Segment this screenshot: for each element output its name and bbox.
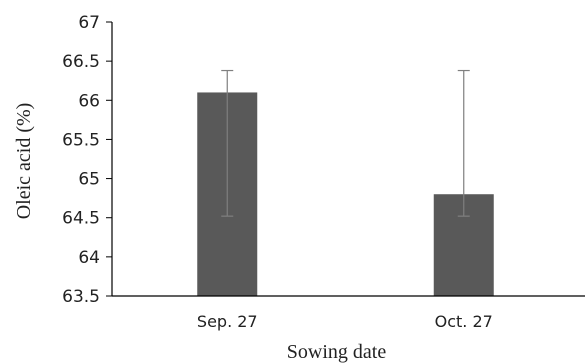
y-axis-title: Oleic acid (%) xyxy=(13,103,35,220)
x-category-label: Sep. 27 xyxy=(197,312,258,331)
x-axis-title: Sowing date xyxy=(287,341,387,363)
bars xyxy=(197,92,494,296)
x-axis-labels: Sep. 27 Oct. 27 xyxy=(197,312,493,331)
x-category-label: Oct. 27 xyxy=(435,312,493,331)
y-tick-label: 65 xyxy=(78,170,100,190)
error-bars xyxy=(221,69,470,217)
y-tick-label: 64 xyxy=(78,248,100,268)
error-bar xyxy=(221,69,234,217)
y-tick-label: 67 xyxy=(78,13,100,33)
y-tick-label: 66.5 xyxy=(62,52,100,72)
y-tick-label: 66 xyxy=(78,91,100,111)
error-bar xyxy=(457,69,470,217)
y-tick-label: 64.5 xyxy=(62,209,100,229)
y-axis-ticks: 63.5 64 64.5 65 65.5 66 66.5 67 xyxy=(62,13,112,307)
y-tick-label: 63.5 xyxy=(62,287,100,307)
y-tick-label: 65.5 xyxy=(62,130,100,150)
